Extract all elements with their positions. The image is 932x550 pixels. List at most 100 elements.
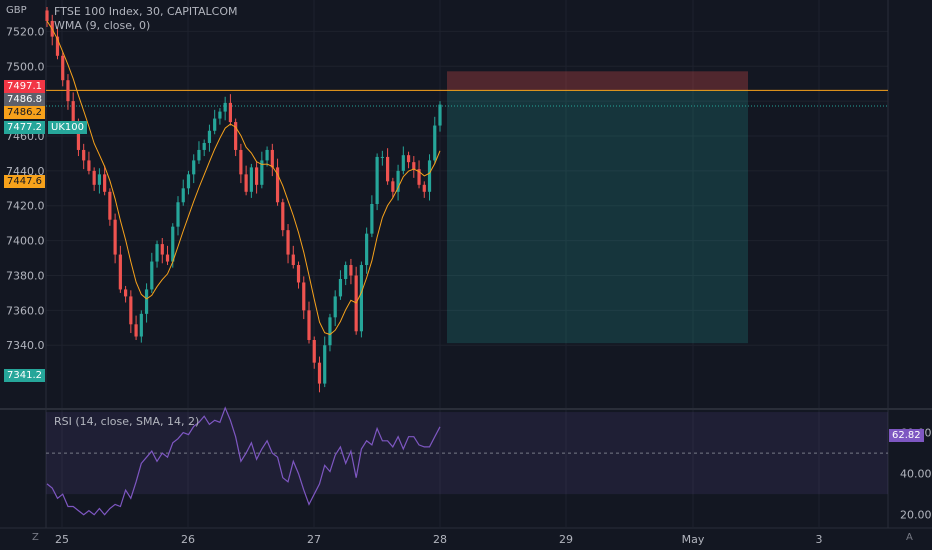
candle-body xyxy=(422,184,426,192)
time-tick-label: 25 xyxy=(55,533,69,546)
price-tag-current: 7477.2 xyxy=(4,121,45,134)
candle-body xyxy=(265,149,269,161)
candle-body xyxy=(61,55,65,81)
candle-body xyxy=(171,226,175,262)
price-tick-label: 7500.0 xyxy=(6,60,45,73)
candle-body xyxy=(427,160,432,192)
zoom-button[interactable]: Z xyxy=(32,532,39,543)
candle-body xyxy=(291,254,295,266)
wma-line xyxy=(46,20,441,336)
candle-body xyxy=(71,101,75,123)
candle-body xyxy=(55,36,60,56)
candle-body xyxy=(359,265,363,332)
stop-loss-zone xyxy=(447,71,748,91)
candle-body xyxy=(380,156,384,158)
wma-legend: WMA (9, close, 0) xyxy=(54,19,151,32)
rsi-value-tag: 62.82 xyxy=(889,429,924,442)
currency-label: GBP xyxy=(6,5,27,16)
time-tick-label: 29 xyxy=(559,533,573,546)
candle-body xyxy=(249,167,253,192)
candle-body xyxy=(386,156,390,182)
candle-body xyxy=(375,156,379,204)
candle-body xyxy=(275,167,280,203)
candle-body xyxy=(181,188,185,203)
time-tick-label: 28 xyxy=(433,533,447,546)
candle-body xyxy=(108,191,112,220)
candle-body xyxy=(129,296,133,325)
candle-body xyxy=(255,167,259,185)
candle-body xyxy=(207,130,212,143)
candle-body xyxy=(192,160,196,175)
candle-body xyxy=(317,362,322,384)
candle-body xyxy=(118,254,122,290)
price-tick-label: 7380.0 xyxy=(6,269,45,282)
candle-body xyxy=(144,289,149,314)
candle-body xyxy=(406,155,411,163)
candle-body xyxy=(155,244,159,262)
candle-body xyxy=(228,102,232,123)
price-tag-wma: 7447.6 xyxy=(4,175,45,188)
candle-body xyxy=(312,340,316,363)
candle-body xyxy=(165,254,170,262)
price-tag-resistance: 7486.2 xyxy=(4,106,45,119)
price-tick-label: 7400.0 xyxy=(6,235,45,248)
price-tick-label: 7520.0 xyxy=(6,25,45,38)
candle-body xyxy=(396,170,400,192)
time-tick-label: 27 xyxy=(307,533,321,546)
price-tick-label: 7360.0 xyxy=(6,304,45,317)
candle-body xyxy=(134,324,138,337)
candle-body xyxy=(286,230,290,255)
take-profit-zone xyxy=(447,90,748,344)
candle-body xyxy=(45,10,49,21)
rsi-line xyxy=(46,406,441,516)
candle-body xyxy=(323,345,327,384)
candle-body xyxy=(176,202,180,227)
candle-body xyxy=(87,160,91,171)
candle-body xyxy=(218,111,222,119)
candle-body xyxy=(433,125,437,161)
rsi-tick-label: 20.00 xyxy=(900,509,932,522)
candle-body xyxy=(417,169,421,185)
candle-body xyxy=(234,122,238,150)
time-tick-label: 26 xyxy=(181,533,195,546)
candle-body xyxy=(412,162,416,170)
candle-body xyxy=(186,174,191,189)
candle-body xyxy=(365,233,369,266)
candle-body xyxy=(223,102,227,112)
candle-body xyxy=(296,265,301,283)
candle-body xyxy=(401,155,405,171)
candle-body xyxy=(150,261,154,290)
candle-body xyxy=(333,296,337,318)
candle-body xyxy=(307,310,311,340)
price-tick-label: 7440.0 xyxy=(6,165,45,178)
candle-body xyxy=(244,174,248,192)
candle-body xyxy=(139,313,143,337)
candle-body xyxy=(202,142,206,150)
candle-body xyxy=(97,174,101,185)
candle-body xyxy=(270,149,274,168)
candle-body xyxy=(213,118,217,131)
auto-scale-button[interactable]: A xyxy=(906,532,913,543)
candle-body xyxy=(438,104,442,126)
candle-body xyxy=(349,265,353,276)
candle-body xyxy=(338,278,343,297)
candle-body xyxy=(391,181,395,192)
candle-body xyxy=(103,174,107,192)
candle-body xyxy=(370,204,374,234)
candle-body xyxy=(66,80,70,102)
candle-body xyxy=(239,149,243,175)
candle-body xyxy=(344,265,348,279)
candle-body xyxy=(76,122,81,150)
price-tag-stop: 7497.1 xyxy=(4,80,45,93)
candle-body xyxy=(124,289,128,297)
price-tag-target: 7341.2 xyxy=(4,369,45,382)
time-tick-label: 3 xyxy=(816,533,823,546)
price-tag-gray: 7486.8 xyxy=(4,93,45,106)
candle-body xyxy=(160,244,164,255)
candle-body xyxy=(197,149,201,161)
candle-body xyxy=(328,317,332,346)
candle-body xyxy=(281,202,285,231)
candle-body xyxy=(82,149,86,161)
price-tick-label: 7420.0 xyxy=(6,200,45,213)
